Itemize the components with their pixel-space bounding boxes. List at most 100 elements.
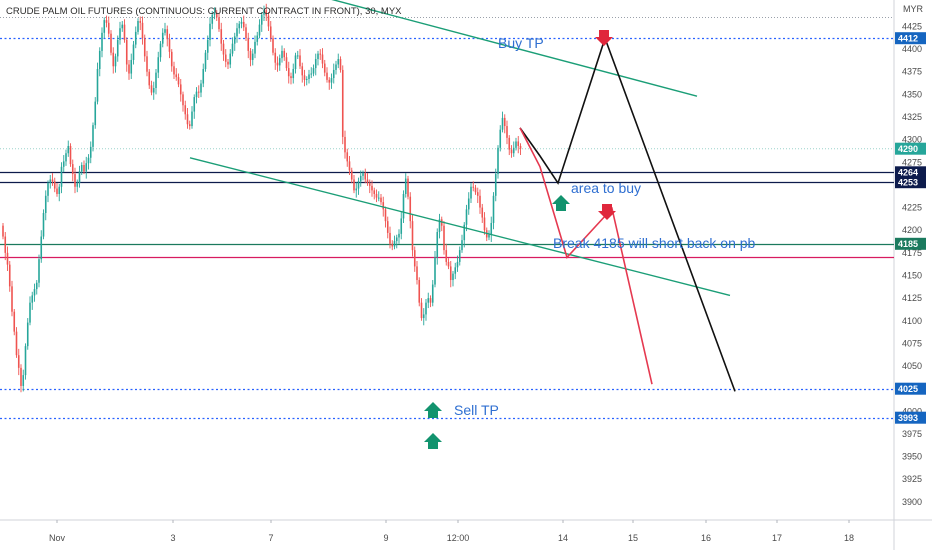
candle-body	[35, 282, 38, 290]
candle-body	[443, 225, 445, 251]
candle-body	[123, 24, 126, 41]
trend-line-upper-channel	[331, 0, 698, 97]
time-axis[interactable]: Nov 3 7 9 12:00 14 15 16 17 18	[49, 520, 854, 543]
candle-body	[17, 355, 20, 368]
candle-body	[47, 183, 49, 196]
candle-body	[305, 78, 308, 80]
candle-body	[56, 188, 58, 194]
candle-body	[128, 64, 130, 74]
candle-body	[242, 21, 245, 28]
candle-body	[260, 14, 263, 25]
candle-body	[335, 64, 337, 70]
trend-line-lower-channel	[189, 157, 731, 297]
candle-body	[258, 24, 261, 36]
candle-body	[209, 23, 211, 41]
candle-body	[206, 40, 209, 53]
candle-body	[42, 213, 45, 237]
candle-body	[184, 105, 187, 115]
candle-body	[38, 259, 40, 283]
candle-body	[265, 10, 268, 16]
candle-body	[24, 346, 27, 376]
candle-body	[20, 367, 22, 386]
y-tick-label: 4150	[902, 271, 922, 281]
candle-body	[80, 165, 83, 172]
candle-body	[449, 266, 452, 281]
candle-body	[60, 166, 63, 187]
candle-body	[494, 174, 497, 196]
candle-body	[317, 53, 319, 60]
candle-body	[247, 38, 250, 51]
candle-body	[296, 55, 299, 57]
candle-body	[454, 267, 457, 274]
candle-body	[175, 74, 178, 78]
candle-body	[425, 302, 427, 315]
buy-arrow-sell-tp	[424, 402, 442, 418]
candle-body	[310, 73, 313, 75]
candle-body	[238, 23, 241, 29]
y-tick-label: 4325	[902, 112, 922, 122]
price-label-text: 4290	[898, 144, 918, 154]
candle-body	[353, 179, 355, 191]
candle-body	[456, 261, 459, 268]
candle-body	[155, 72, 157, 89]
candle-body	[130, 59, 133, 74]
candle-body	[515, 141, 517, 148]
candle-body	[137, 21, 139, 32]
candle-body	[463, 224, 466, 241]
candle-body	[159, 43, 162, 58]
candle-body	[366, 179, 369, 184]
candle-body	[179, 84, 182, 95]
candle-body	[222, 43, 225, 55]
candle-body	[186, 114, 189, 125]
buy-arrow-area	[552, 195, 570, 211]
candle-body	[337, 59, 340, 65]
price-label-text: 3993	[898, 413, 918, 423]
candle-body	[458, 250, 461, 262]
candle-body	[404, 178, 407, 194]
candle-body	[92, 125, 94, 147]
candle-body	[267, 15, 270, 27]
candle-body	[85, 163, 88, 172]
candle-body	[168, 39, 171, 52]
candle-body	[200, 83, 202, 93]
price-axis[interactable]: 4425440043754350432543004275425042254200…	[902, 22, 922, 507]
candle-body	[359, 175, 362, 182]
x-tick-label: 3	[170, 533, 175, 543]
candle-body	[96, 69, 99, 102]
candle-body	[467, 198, 470, 210]
candle-body	[269, 26, 272, 39]
candle-body	[15, 331, 18, 356]
candle-body	[114, 56, 117, 67]
candle-body	[321, 54, 324, 64]
candle-body	[6, 252, 9, 265]
candle-body	[76, 183, 79, 187]
candle-body	[134, 31, 137, 45]
candle-body	[355, 188, 358, 191]
candle-body	[49, 179, 52, 184]
candle-body	[58, 186, 61, 194]
x-tick-label: 7	[268, 533, 273, 543]
candle-body	[110, 33, 112, 53]
candle-body	[272, 38, 274, 53]
candle-body	[157, 57, 160, 73]
candle-body	[292, 69, 295, 79]
candle-body	[240, 21, 243, 24]
candle-body	[254, 41, 256, 54]
annotation-4: Sell TP	[454, 402, 499, 418]
y-tick-label: 3925	[902, 474, 922, 484]
candle-body	[233, 36, 236, 44]
y-tick-label: 4350	[902, 89, 922, 99]
candle-body	[218, 17, 220, 30]
projection-black	[519, 35, 736, 392]
candle-body	[301, 66, 304, 76]
candle-body	[197, 91, 200, 93]
candle-body	[341, 69, 344, 137]
candle-body	[371, 185, 373, 191]
candle-body	[503, 117, 506, 127]
candle-body	[398, 233, 400, 238]
price-label-box	[895, 176, 926, 189]
candle-body	[294, 55, 297, 70]
candle-body	[438, 219, 441, 233]
x-tick-label: 16	[701, 533, 711, 543]
